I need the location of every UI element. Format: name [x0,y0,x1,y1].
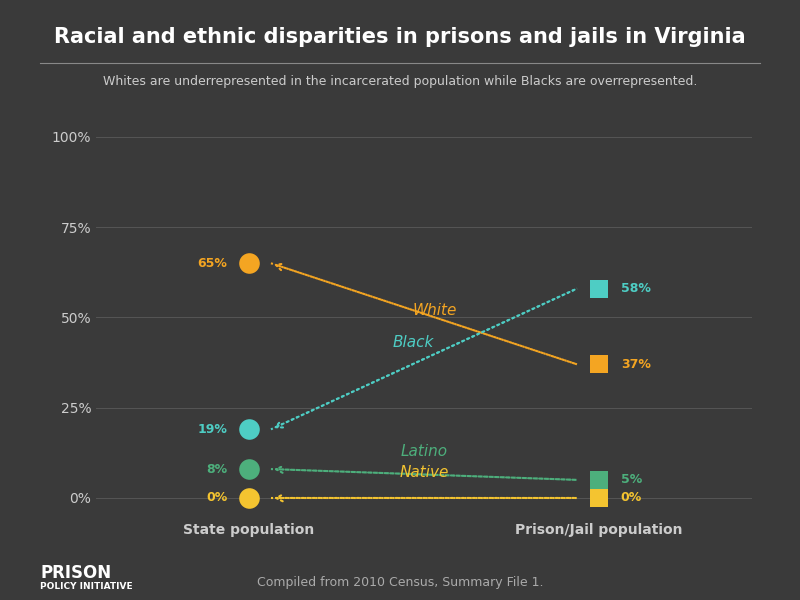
Text: 37%: 37% [621,358,650,371]
Text: Whites are underrepresented in the incarcerated population while Blacks are over: Whites are underrepresented in the incar… [103,75,697,88]
Point [242,425,255,434]
Point [593,475,606,485]
Point [593,359,606,369]
Point [242,464,255,474]
Point [242,493,255,503]
Text: Latino: Latino [401,443,447,458]
Text: Prison/Jail population: Prison/Jail population [515,523,682,537]
Text: White: White [413,302,457,317]
Text: Racial and ethnic disparities in prisons and jails in Virginia: Racial and ethnic disparities in prisons… [54,27,746,47]
Text: 5%: 5% [621,473,642,487]
Text: 0%: 0% [206,491,227,505]
Text: 0%: 0% [621,491,642,505]
Point [593,284,606,293]
Text: Compiled from 2010 Census, Summary File 1.: Compiled from 2010 Census, Summary File … [257,576,543,589]
Text: State population: State population [183,523,314,537]
Text: 8%: 8% [206,463,227,476]
Text: PRISON: PRISON [40,564,111,582]
Point [242,259,255,268]
Text: 19%: 19% [198,423,227,436]
Point [593,493,606,503]
Text: POLICY INITIATIVE: POLICY INITIATIVE [40,582,133,591]
Text: 65%: 65% [198,257,227,270]
Text: Native: Native [399,465,449,480]
Text: 58%: 58% [621,282,650,295]
Text: Black: Black [392,335,434,350]
